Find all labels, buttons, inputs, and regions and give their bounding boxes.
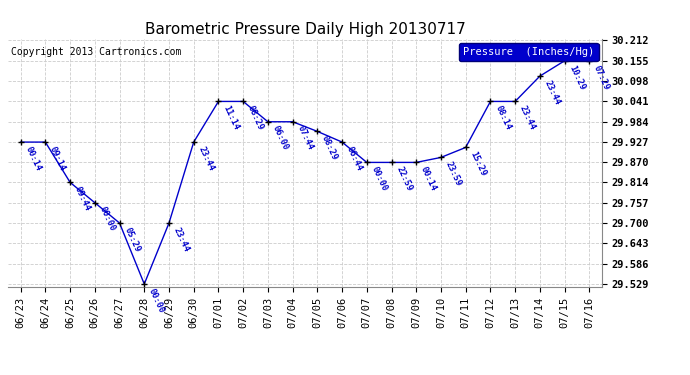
Text: 06:00: 06:00 — [270, 124, 290, 152]
Text: 22:59: 22:59 — [394, 165, 413, 193]
Text: 23:59: 23:59 — [444, 160, 463, 188]
Title: Barometric Pressure Daily High 20130717: Barometric Pressure Daily High 20130717 — [145, 22, 465, 37]
Text: 00:00: 00:00 — [370, 165, 389, 193]
Text: 08:29: 08:29 — [320, 134, 339, 162]
Text: Copyright 2013 Cartronics.com: Copyright 2013 Cartronics.com — [11, 47, 181, 57]
Text: 23:44: 23:44 — [518, 104, 538, 132]
Text: 10:29: 10:29 — [567, 63, 586, 91]
Text: 09:14: 09:14 — [48, 145, 68, 172]
Text: 09:44: 09:44 — [73, 185, 92, 213]
Text: 00:00: 00:00 — [147, 287, 166, 314]
Text: 08:14: 08:14 — [493, 104, 513, 132]
Text: 08:29: 08:29 — [246, 104, 265, 132]
Text: 06:44: 06:44 — [345, 145, 364, 172]
Text: 23:44: 23:44 — [197, 145, 216, 172]
Text: 11:14: 11:14 — [221, 104, 241, 132]
Legend: Pressure  (Inches/Hg): Pressure (Inches/Hg) — [459, 42, 598, 61]
Text: 23:44: 23:44 — [542, 79, 562, 106]
Text: 23:44: 23:44 — [172, 226, 191, 254]
Text: 07:44: 07:44 — [295, 124, 315, 152]
Text: 00:14: 00:14 — [419, 165, 438, 193]
Text: 00:00: 00:00 — [97, 206, 117, 233]
Text: 00:14: 00:14 — [23, 145, 43, 172]
Text: 15:29: 15:29 — [469, 150, 488, 178]
Text: 07:29: 07:29 — [592, 63, 611, 91]
Text: 05:29: 05:29 — [122, 226, 141, 254]
